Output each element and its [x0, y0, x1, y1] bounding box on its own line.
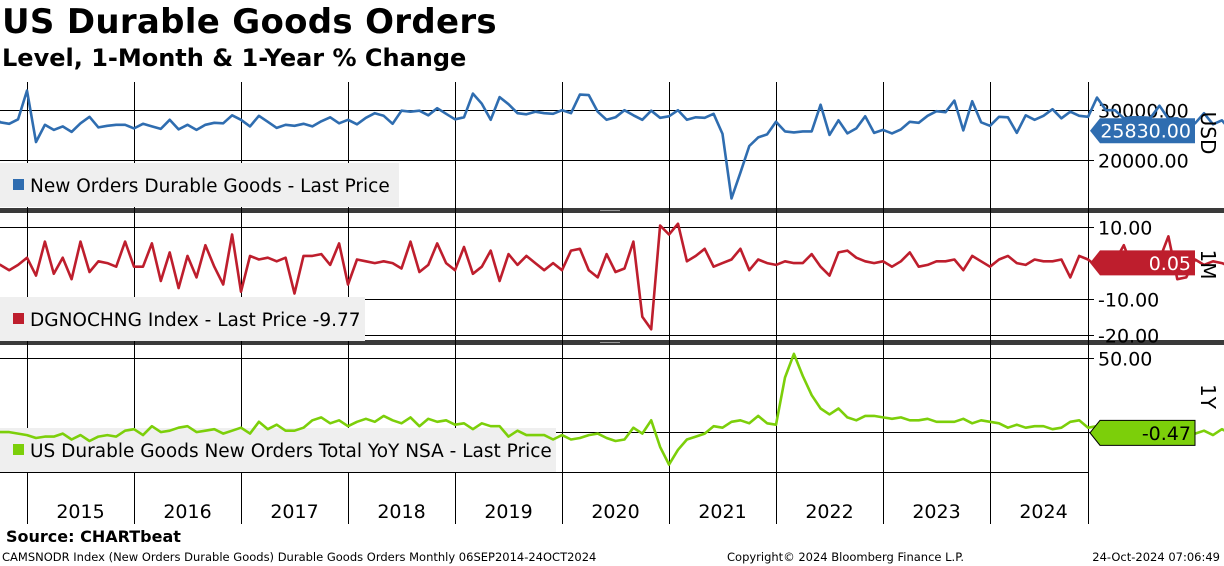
series-description: CAMSNODR Index (New Orders Durable Goods…: [2, 550, 597, 564]
panel-axis-label: USD: [1196, 112, 1220, 155]
legend-box: [0, 428, 556, 472]
x-tick-label: 2021: [698, 501, 746, 523]
page-subtitle: Level, 1-Month & 1-Year % Change: [2, 44, 467, 72]
page-title: US Durable Goods Orders: [2, 2, 497, 42]
last-value-label: -0.47: [1142, 423, 1191, 445]
y-tick-label: 50.00: [1098, 349, 1152, 371]
legend-box: [0, 163, 399, 207]
legend-swatch: [13, 444, 24, 455]
x-tick-label: 2022: [805, 501, 853, 523]
last-value-tag: [1090, 118, 1195, 144]
x-tick-label: 2018: [377, 501, 425, 523]
legend-box: [0, 297, 365, 341]
x-tick-label: 2023: [912, 501, 960, 523]
y-tick-label: -10.00: [1098, 290, 1159, 312]
y-tick-label: 20000.00: [1098, 151, 1189, 173]
copyright-label: Copyright© 2024 Bloomberg Finance L.P.: [727, 550, 964, 564]
last-value-label: 0.05: [1149, 253, 1191, 275]
last-value-tag: [1089, 419, 1196, 446]
series-line: [0, 222, 1224, 331]
x-tick-label: 2019: [484, 501, 532, 523]
source-label: Source: CHARTbeat: [6, 527, 181, 546]
timestamp-label: 24-Oct-2024 07:06:49: [1092, 550, 1220, 564]
legend-swatch: [13, 179, 24, 190]
series-line: [0, 352, 1224, 466]
series-line: [0, 89, 1224, 200]
legend-label: US Durable Goods New Orders Total YoY NS…: [30, 441, 552, 462]
x-tick-label: 2015: [56, 501, 104, 523]
x-tick-label: 2017: [270, 501, 318, 523]
panel-axis-label: 1Y: [1196, 384, 1220, 410]
legend-label: DGNOCHNG Index - Last Price -9.77: [30, 310, 361, 331]
x-tick-label: 2024: [1019, 501, 1067, 523]
panel-axis-label: 1M: [1196, 250, 1220, 280]
last-value-tag: [1090, 250, 1195, 276]
last-value-label: 25830.00: [1100, 121, 1191, 143]
x-tick-label: 2016: [163, 501, 211, 523]
legend-label: New Orders Durable Goods - Last Price: [30, 176, 390, 197]
y-tick-label: -20.00: [1098, 326, 1159, 348]
y-tick-label: 10.00: [1098, 218, 1152, 240]
legend-swatch: [13, 313, 24, 324]
x-tick-label: 2020: [591, 501, 639, 523]
